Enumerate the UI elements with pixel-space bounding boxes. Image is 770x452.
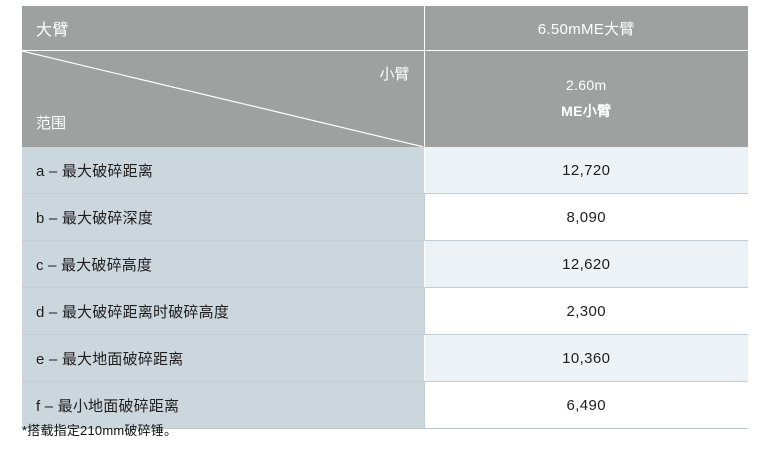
row-label: d – 最大破碎距离时破碎高度 <box>22 287 424 335</box>
header-arm-value-line1: 2.60m <box>566 77 607 94</box>
header-range-label: 范围 <box>36 115 67 132</box>
row-value: 12,720 <box>423 147 748 194</box>
header-arm-value: 2.60m ME小臂 <box>423 51 748 147</box>
working-range-table: 大臂 6.50mME大臂 小臂 范围 2.60m ME小 <box>22 6 748 429</box>
table-row: a – 最大破碎距离 12,720 <box>22 147 748 194</box>
table-row: b – 最大破碎深度 8,090 <box>22 193 748 241</box>
diagonal-divider-icon <box>22 51 424 147</box>
row-label: b – 最大破碎深度 <box>22 193 424 241</box>
table-row: d – 最大破碎距离时破碎高度 2,300 <box>22 287 748 335</box>
row-value: 2,300 <box>423 287 748 335</box>
row-value: 10,360 <box>423 334 748 382</box>
row-value: 6,490 <box>423 381 748 429</box>
header-boom-value: 6.50mME大臂 <box>423 6 748 50</box>
table-header-row-bottom: 小臂 范围 2.60m ME小臂 <box>22 51 748 147</box>
row-label: c – 最大破碎高度 <box>22 240 424 288</box>
row-label: e – 最大地面破碎距离 <box>22 334 424 382</box>
header-separator-rule <box>22 50 748 51</box>
row-label: f – 最小地面破碎距离 <box>22 381 424 429</box>
table-header-row-top: 大臂 6.50mME大臂 <box>22 6 748 50</box>
header-arm-label: 小臂 <box>379 66 410 83</box>
table-row: f – 最小地面破碎距离 6,490 <box>22 381 748 429</box>
table-footnote: *搭载指定210mm破碎锤。 <box>22 423 178 438</box>
row-label: a – 最大破碎距离 <box>22 147 424 194</box>
row-value: 12,620 <box>423 240 748 288</box>
row-value: 8,090 <box>423 193 748 241</box>
header-arm-value-line2: ME小臂 <box>561 103 612 119</box>
header-boom-label: 大臂 <box>22 6 424 50</box>
table-row: e – 最大地面破碎距离 10,360 <box>22 334 748 382</box>
header-rule-right <box>424 50 748 51</box>
table-row: c – 最大破碎高度 12,620 <box>22 240 748 288</box>
header-rule-left <box>22 50 424 51</box>
header-diagonal-cell: 小臂 范围 <box>22 51 424 147</box>
